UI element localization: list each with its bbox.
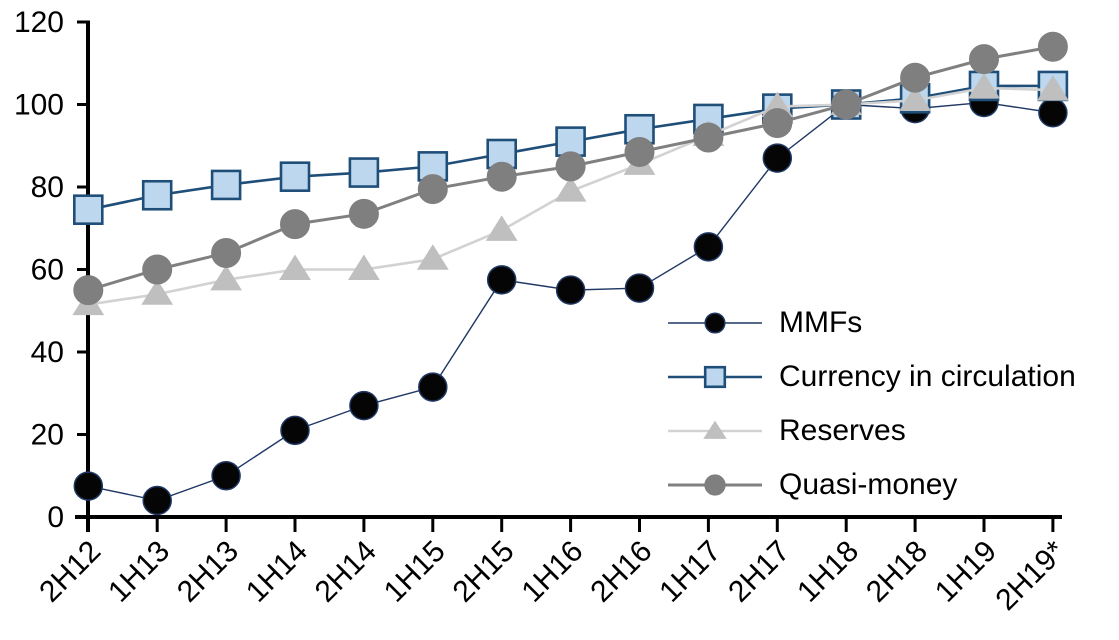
data-point-marker: [1037, 31, 1068, 62]
data-point-marker: [624, 273, 655, 303]
data-point-marker: [211, 238, 242, 268]
legend: MMFs Currency in circulation Reserves Qu…: [668, 296, 1076, 512]
x-tick-label: 2H14: [309, 535, 383, 609]
legend-item-currency: Currency in circulation: [668, 350, 1076, 404]
y-axis-ticks: 0 20 40 60 80 100 120: [14, 6, 90, 534]
x-tick-label: 2H13: [171, 535, 245, 609]
data-point-marker: [486, 265, 517, 295]
x-tick-label: 1H13: [102, 535, 176, 609]
data-point-marker: [418, 372, 448, 402]
legend-marker: [703, 365, 727, 389]
series-quasi-money: [73, 31, 1068, 306]
legend-marker: [704, 312, 726, 334]
y-tick-label: 60: [31, 254, 64, 287]
data-point-marker: [279, 161, 311, 192]
data-point-marker: [831, 89, 862, 120]
data-point-marker: [73, 275, 104, 306]
x-tick-label: 2H16: [584, 535, 658, 609]
data-point-marker: [762, 108, 793, 139]
legend-label: Currency in circulation: [779, 360, 1076, 393]
legend-item-mmfs: MMFs: [668, 296, 1076, 350]
data-point-marker: [142, 485, 172, 516]
legend-label: MMFs: [779, 306, 863, 339]
data-point-marker: [417, 174, 448, 205]
data-point-marker: [968, 73, 1000, 99]
data-point-marker: [349, 390, 379, 421]
y-tick-label: 80: [31, 171, 64, 204]
reserves-marker-icon: [668, 420, 762, 439]
data-point-marker: [348, 198, 379, 229]
data-point-marker: [73, 471, 104, 501]
data-point-marker: [555, 151, 586, 182]
y-tick-label: 20: [31, 419, 64, 452]
data-point-marker: [900, 62, 931, 93]
x-tick-label: 1H19: [929, 535, 1003, 609]
y-tick-label: 100: [14, 89, 64, 122]
mmfs-marker-icon: [668, 312, 762, 334]
y-tick-label: 120: [14, 6, 64, 39]
data-point-marker: [1036, 75, 1069, 101]
data-point-marker: [142, 254, 173, 285]
data-point-marker: [624, 136, 655, 167]
legend-marker: [703, 420, 727, 439]
y-tick-label: 0: [47, 501, 64, 534]
x-tick-label: 1H16: [516, 535, 590, 609]
data-point-marker: [693, 232, 724, 262]
data-point-marker: [1038, 98, 1068, 128]
x-tick-label: 2H15: [447, 535, 521, 609]
legend-label: Quasi-money: [779, 468, 958, 501]
x-tick-label: 2H18: [860, 535, 934, 609]
x-axis-ticks: 2H121H132H131H142H141H152H151H162H161H17…: [33, 517, 1072, 617]
data-point-marker: [969, 44, 999, 75]
data-point-marker: [280, 415, 310, 446]
data-point-marker: [210, 264, 243, 291]
data-point-marker: [347, 254, 380, 281]
data-point-marker: [210, 169, 242, 201]
data-point-marker: [279, 254, 311, 281]
data-point-marker: [485, 215, 518, 241]
legend-label: Reserves: [779, 414, 906, 447]
x-tick-label: 2H17: [722, 535, 796, 609]
quasi-money-marker-icon: [668, 474, 762, 496]
legend-item-quasi-money: Quasi-money: [668, 458, 1076, 512]
x-tick-label: 2H12: [33, 535, 107, 609]
data-point-marker: [416, 244, 449, 270]
legend-marker: [704, 474, 726, 496]
data-point-marker: [693, 122, 724, 153]
data-point-marker: [348, 157, 380, 188]
x-tick-label: 1H18: [791, 535, 865, 609]
x-tick-label: 1H14: [240, 535, 314, 609]
x-tick-label: 2H19*: [990, 534, 1073, 617]
y-tick-label: 40: [31, 336, 64, 369]
legend-item-reserves: Reserves: [668, 404, 1076, 458]
data-point-marker: [554, 176, 587, 202]
data-point-marker: [555, 275, 586, 305]
data-point-marker: [141, 279, 174, 305]
data-point-marker: [486, 161, 517, 192]
data-point-marker: [73, 194, 104, 225]
x-tick-label: 1H17: [653, 535, 727, 609]
currency-marker-icon: [668, 365, 762, 389]
data-point-marker: [486, 138, 518, 170]
data-point-marker: [762, 143, 793, 173]
data-point-marker: [141, 179, 173, 211]
data-point-marker: [899, 85, 932, 111]
data-point-marker: [211, 461, 241, 491]
data-point-marker: [280, 209, 310, 240]
x-tick-label: 1H15: [378, 535, 452, 609]
